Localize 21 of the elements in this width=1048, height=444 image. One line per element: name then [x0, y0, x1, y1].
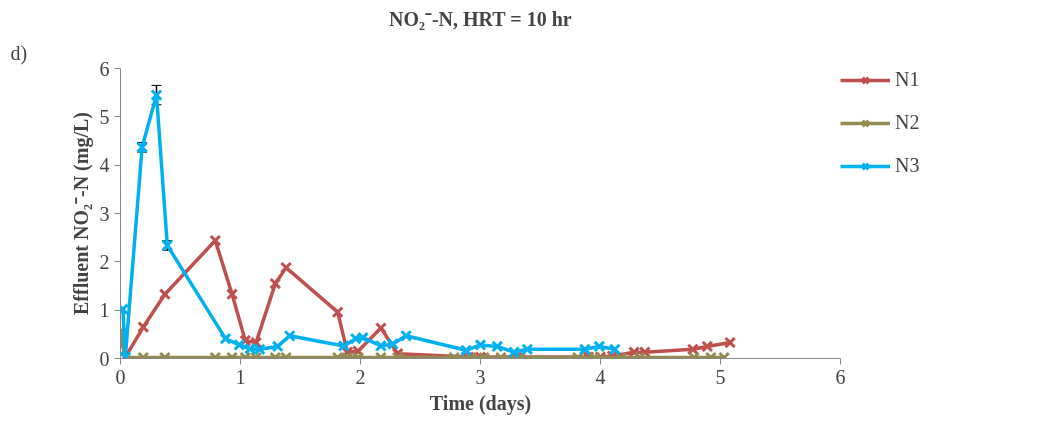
y-tick-label: 1: [99, 299, 110, 322]
x-tick-label: 2: [355, 365, 366, 388]
x-tick-label: 5: [715, 365, 726, 388]
y-tick-label: 0: [99, 347, 110, 370]
x-tick-label: 0: [115, 365, 126, 388]
y-tick-label: 5: [99, 105, 110, 128]
text: d): [10, 41, 28, 65]
x-tick-label: 6: [835, 365, 846, 388]
x-tick-label: 1: [235, 365, 246, 388]
legend-label: N1: [895, 68, 920, 91]
y-tick-label: 4: [99, 154, 110, 177]
chart-title: NO₂⁻-N, HRT = 10 hr: [388, 7, 572, 30]
legend-label: N3: [895, 154, 920, 177]
legend-label: N2: [895, 111, 920, 134]
y-tick-label: 3: [99, 202, 110, 225]
y-tick-label: 2: [99, 250, 110, 273]
y-axis-title: Effluent NO₂⁻-N (mg/L): [69, 112, 93, 315]
y-tick-label: 6: [99, 57, 110, 80]
x-tick-label: 3: [475, 365, 486, 388]
x-tick-label: 4: [595, 365, 606, 388]
x-axis-title: Time (days): [429, 391, 532, 415]
